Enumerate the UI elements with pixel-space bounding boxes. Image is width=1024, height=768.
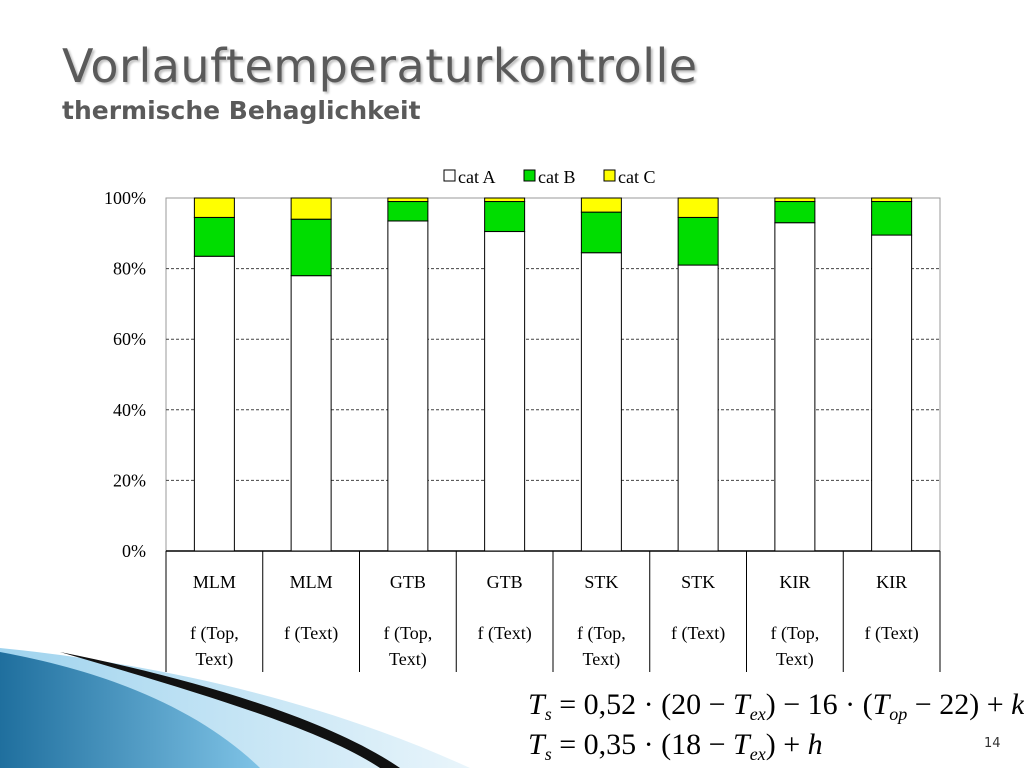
formula-body: = 0,35 · (18 − Tex) + h — [551, 728, 823, 764]
bar-segment — [193, 216, 235, 257]
bar-segment — [387, 220, 429, 552]
formula-supply-temp-2: Ts = 0,35 · (18 − Tex) + h — [528, 728, 823, 765]
x-tick-label: GTB — [390, 572, 426, 592]
bar-segment — [290, 197, 332, 220]
x-tick-label: Text) — [389, 649, 427, 670]
formula-body: = 0,52 · (20 − Tex) − 16 · (Top − 22) + … — [551, 688, 1024, 724]
bar-segment — [484, 231, 526, 552]
x-tick-label: f (Top, — [577, 623, 626, 644]
x-tick-label: f (Top, — [384, 623, 433, 644]
x-tick-label: MLM — [290, 572, 333, 592]
formula-part: op — [889, 704, 908, 724]
bar-segment — [580, 211, 622, 254]
legend-label: cat C — [618, 167, 656, 187]
bar-segment — [871, 201, 913, 236]
bar-segment — [774, 197, 816, 203]
formula-part: T — [872, 688, 890, 721]
x-tick-label: f (Text) — [865, 623, 919, 644]
formula-part: k — [1011, 688, 1024, 721]
formula-part: = 0,52 · (20 − — [551, 688, 734, 721]
formula-part: T — [733, 688, 750, 721]
formula-lhs: T — [528, 688, 545, 721]
x-tick-label: MLM — [193, 572, 236, 592]
legend-label: cat B — [538, 167, 576, 187]
x-tick-label: Text) — [583, 649, 621, 670]
formula-part: ex — [749, 704, 766, 724]
bar-segment — [387, 197, 429, 203]
x-tick-label: f (Text) — [671, 623, 725, 644]
formula-part: h — [807, 728, 823, 761]
legend-swatch — [603, 169, 616, 182]
slide-title: Vorlauftemperaturkontrolle — [62, 39, 698, 93]
legend-label: cat A — [458, 167, 496, 187]
x-tick-label: GTB — [487, 572, 523, 592]
formula-lhs-sub: s — [544, 744, 552, 764]
y-tick-label: 80% — [113, 259, 146, 279]
formula-lhs-sub: s — [544, 704, 552, 724]
y-tick-label: 40% — [113, 400, 146, 420]
x-tick-label: Text) — [196, 649, 234, 670]
formula-supply-temp-1: Ts = 0,52 · (20 − Tex) − 16 · (Top − 22)… — [528, 688, 1024, 725]
x-tick-label: KIR — [876, 572, 907, 592]
x-tick-label: STK — [681, 572, 715, 592]
x-tick-label: f (Top, — [190, 623, 239, 644]
bar-segment — [290, 218, 332, 277]
formula-part: ) − 16 · ( — [765, 688, 873, 721]
x-tick-label: Text) — [776, 649, 814, 670]
bar-segment — [484, 197, 526, 203]
bar-segment — [484, 201, 526, 233]
slide-subtitle: thermische Behaglichkeit — [62, 96, 421, 125]
bar-segment — [774, 222, 816, 552]
formula-part: − 22) + — [907, 688, 1012, 721]
bar-segment — [193, 255, 235, 552]
x-tick-label: KIR — [779, 572, 810, 592]
title-block: Vorlauftemperaturkontrolle thermische Be… — [62, 38, 698, 126]
bar-segment — [871, 197, 913, 203]
legend-swatch — [523, 169, 536, 182]
bar-segment — [580, 252, 622, 552]
x-tick-label: f (Top, — [771, 623, 820, 644]
bar-segment — [580, 197, 622, 213]
legend-swatch — [443, 169, 456, 182]
formula-part: T — [733, 728, 750, 761]
bar-segment — [677, 264, 719, 552]
y-tick-label: 0% — [122, 541, 146, 561]
x-tick-label: f (Text) — [284, 623, 338, 644]
formula-lhs: T — [528, 728, 545, 761]
page-number: 14 — [984, 736, 1001, 751]
x-tick-label: f (Text) — [478, 623, 532, 644]
y-tick-label: 100% — [104, 188, 146, 208]
bar-segment — [677, 216, 719, 266]
bar-segment — [871, 234, 913, 552]
y-tick-label: 60% — [113, 329, 146, 349]
bar-segment — [193, 197, 235, 218]
x-tick-label: STK — [584, 572, 618, 592]
formula-part: = 0,35 · (18 − — [551, 728, 734, 761]
y-tick-label: 20% — [113, 470, 146, 490]
formula-part: ) + — [765, 728, 808, 761]
bar-segment — [677, 197, 719, 218]
formula-part: ex — [749, 744, 766, 764]
